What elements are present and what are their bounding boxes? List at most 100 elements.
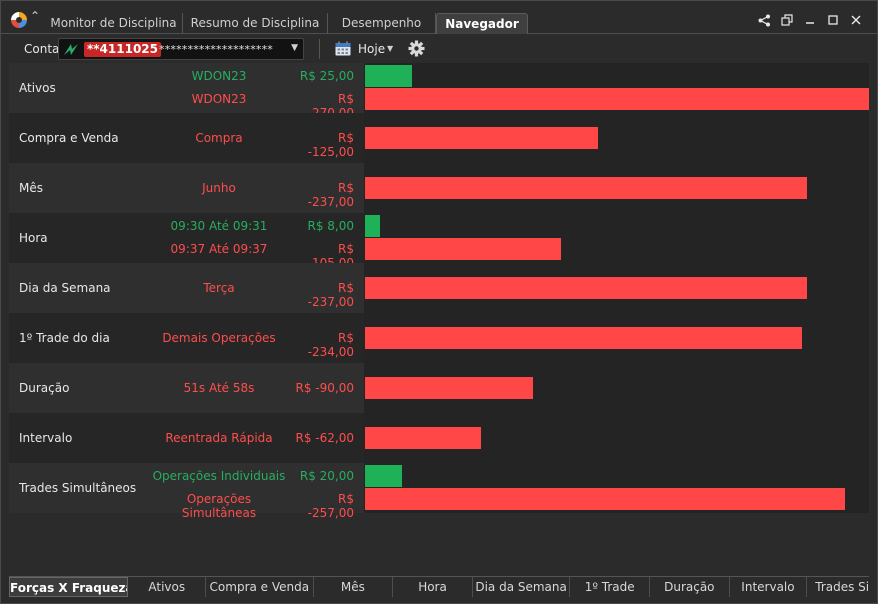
account-logo-icon xyxy=(64,44,78,55)
account-label: Conta xyxy=(24,42,60,56)
chevron-up-icon[interactable]: ⌃ xyxy=(30,9,41,23)
row-item-label: WDON23 xyxy=(191,92,247,106)
row-category: Compra e Venda xyxy=(19,131,119,145)
row-item-label: 09:37 Até 09:37 xyxy=(170,242,268,256)
row-item-label: Operações Individuais xyxy=(152,469,286,483)
window-controls xyxy=(757,13,863,27)
close-icon[interactable] xyxy=(849,13,863,27)
table-row[interactable]: Hora 09:30 Até 09:31 R$ 8,00 09:37 Até 09:3… xyxy=(9,213,869,270)
row-value: R$ 20,00 xyxy=(299,469,354,483)
row-item-label: WDON23 xyxy=(191,69,247,83)
row-value: R$ 8,00 xyxy=(307,219,354,233)
table-row[interactable]: Duração 51s Até 58s R$ -90,00 xyxy=(9,363,869,413)
table-row[interactable]: 1º Trade do dia Demais Operações R$ -234,0… xyxy=(9,313,869,363)
chevron-down-icon[interactable]: ▼ xyxy=(291,43,298,53)
row-value: R$ 25,00 xyxy=(299,69,354,83)
row-category: Trades Simultâneos xyxy=(19,481,137,495)
row-bar-area xyxy=(365,363,869,413)
maximize-icon[interactable] xyxy=(826,13,840,27)
row-item-label: 09:30 Até 09:31 xyxy=(170,219,268,233)
positive-bar xyxy=(365,215,380,237)
account-masked-text: ******************** xyxy=(159,43,273,56)
positive-bar xyxy=(365,65,412,87)
row-item-label: Demais Operações xyxy=(162,331,276,345)
bottom-tab-forcas-x-fraquezas[interactable]: Forças X Fraquezas xyxy=(9,577,129,597)
title-bar: ⌃ Monitor de Disciplina Resumo de Discip… xyxy=(1,1,877,34)
row-label-cell: 1º Trade do dia Demais Operações R$ -234,0… xyxy=(9,313,364,363)
row-item-label: Junho xyxy=(202,181,236,195)
bottom-tab-ativos[interactable]: Ativos xyxy=(128,577,207,597)
tab-resumo-de-disciplina[interactable]: Resumo de Disciplina xyxy=(183,13,328,34)
row-item-label: Terça xyxy=(203,281,235,295)
calendar-icon[interactable] xyxy=(335,41,351,56)
row-category: 1º Trade do dia xyxy=(19,331,110,345)
negative-bar xyxy=(365,327,802,349)
minimize-icon[interactable] xyxy=(803,13,817,27)
restore-window-icon[interactable] xyxy=(780,13,794,27)
account-select[interactable]: **4111025 ******************** ▼ xyxy=(58,38,304,60)
row-value: R$ -234,00 xyxy=(307,331,354,359)
row-category: Duração xyxy=(19,381,70,395)
row-label-cell: Compra e Venda Compra R$ -125,00 xyxy=(9,113,364,163)
bottom-tab-intervalo[interactable]: Intervalo xyxy=(730,577,808,597)
row-bar-area xyxy=(365,413,869,463)
share-icon[interactable] xyxy=(757,13,771,27)
app-logo-icon[interactable] xyxy=(10,11,28,29)
negative-bar xyxy=(365,427,481,449)
row-bar-area xyxy=(365,113,869,163)
account-number-badge: **4111025 xyxy=(84,42,161,57)
row-value: R$ -237,00 xyxy=(307,181,354,209)
tab-desempenho[interactable]: Desempenho xyxy=(328,13,436,34)
row-label-cell: Intervalo Reentrada Rápida R$ -62,00 xyxy=(9,413,364,463)
row-item-label: Compra xyxy=(195,131,243,145)
tab-navegador[interactable]: Navegador xyxy=(436,13,528,34)
row-label-cell: Trades Simultâneos Operações Individuais R… xyxy=(9,463,364,520)
row-bar-area xyxy=(365,63,869,113)
period-chevron-down-icon[interactable]: ▼ xyxy=(387,44,394,53)
negative-bar xyxy=(365,177,807,199)
negative-bar xyxy=(365,127,598,149)
bottom-tab-duracao[interactable]: Duração xyxy=(650,577,730,597)
table-row[interactable]: Mês Junho R$ -237,00 xyxy=(9,163,869,213)
tab-bar: Monitor de Disciplina Resumo de Discipli… xyxy=(45,13,528,34)
negative-bar xyxy=(365,277,807,299)
row-value: R$ -90,00 xyxy=(295,381,354,395)
row-label-cell: Duração 51s Até 58s R$ -90,00 xyxy=(9,363,364,413)
period-select[interactable]: Hoje xyxy=(358,42,386,56)
negative-bar xyxy=(365,238,561,260)
negative-bar xyxy=(365,88,869,110)
row-label-cell: Mês Junho R$ -237,00 xyxy=(9,163,364,213)
table-row[interactable]: Intervalo Reentrada Rápida R$ -62,00 xyxy=(9,413,869,463)
bottom-tab-trades-simultaneos[interactable]: Trades Simultâneos xyxy=(815,580,869,594)
bottom-tab-bar: Forças X Fraquezas Ativos Compra e Venda… xyxy=(9,576,869,597)
bottom-tab-dia-da-semana[interactable]: Dia da Semana xyxy=(473,577,571,597)
bottom-tab-compra-e-venda[interactable]: Compra e Venda xyxy=(206,577,314,597)
bottom-tab-mes[interactable]: Mês xyxy=(314,577,394,597)
toolbar-divider xyxy=(319,39,320,59)
row-category: Ativos xyxy=(19,81,56,95)
row-value: R$ -257,00 xyxy=(307,492,354,520)
bottom-tab-primeiro-trade[interactable]: 1º Trade xyxy=(570,577,650,597)
table-row[interactable]: Compra e Venda Compra R$ -125,00 xyxy=(9,113,869,163)
row-item-label: 51s Até 58s xyxy=(183,381,255,395)
table-row[interactable]: Dia da Semana Terça R$ -237,00 xyxy=(9,263,869,313)
row-label-cell: Dia da Semana Terça R$ -237,00 xyxy=(9,263,364,313)
row-value: R$ -237,00 xyxy=(307,281,354,309)
gear-icon[interactable] xyxy=(408,40,425,57)
row-category: Dia da Semana xyxy=(19,281,111,295)
row-bar-area xyxy=(365,463,869,513)
row-bar-area xyxy=(365,213,869,263)
negative-bar xyxy=(365,488,845,510)
table-row[interactable]: Trades Simultâneos Operações Individuais R… xyxy=(9,463,869,520)
row-item-label: Operações Simultâneas xyxy=(181,492,257,520)
row-bar-area xyxy=(365,313,869,363)
positive-bar xyxy=(365,465,402,487)
bottom-tab-hora[interactable]: Hora xyxy=(393,577,473,597)
row-label-cell: Hora 09:30 Até 09:31 R$ 8,00 09:37 Até 09:3… xyxy=(9,213,364,270)
row-category: Mês xyxy=(19,181,43,195)
tab-monitor-de-disciplina[interactable]: Monitor de Disciplina xyxy=(45,13,183,34)
